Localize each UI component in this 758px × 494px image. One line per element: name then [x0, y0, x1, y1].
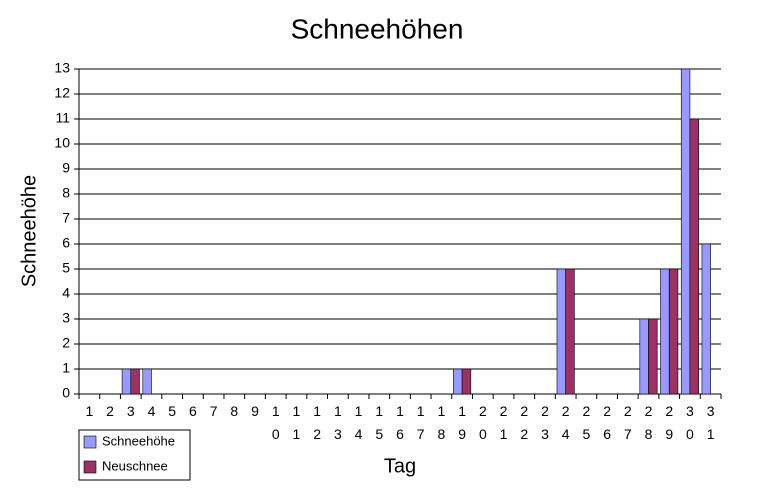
- y-tick-label: 12: [54, 85, 70, 101]
- bar: [701, 243, 711, 395]
- x-tick-label: 3: [127, 403, 135, 419]
- x-tick-label: 7: [210, 403, 218, 419]
- bar: [639, 318, 649, 395]
- y-tick-label: 9: [62, 160, 70, 176]
- x-tick-label: 4: [148, 403, 156, 419]
- legend-swatch: [83, 435, 97, 449]
- bar: [660, 268, 670, 395]
- y-tick-label: 3: [62, 310, 70, 326]
- bar: [680, 68, 691, 395]
- y-tick-label: 13: [54, 60, 70, 76]
- x-tick-label: 5: [168, 403, 176, 419]
- y-tick-label: 1: [62, 360, 70, 376]
- y-tick-label: 2: [62, 335, 70, 351]
- legend-label: Schneehöhe: [102, 433, 175, 448]
- bar: [556, 268, 566, 395]
- bar: [648, 318, 658, 395]
- legend: Schneehöhe Neuschnee: [78, 429, 191, 481]
- y-tick-label: 8: [62, 185, 70, 201]
- x-tick-label: 9: [251, 403, 259, 419]
- x-tick-label: 8: [230, 403, 238, 419]
- y-tick-label: 7: [62, 210, 70, 226]
- x-axis-title: Tag: [384, 455, 416, 477]
- legend-swatch: [83, 460, 97, 474]
- x-tick-label: 1: [85, 403, 93, 419]
- y-tick-label: 10: [54, 135, 70, 151]
- bar: [461, 368, 472, 395]
- y-tick-label: 4: [62, 285, 70, 301]
- x-tick-label: 2: [106, 403, 114, 419]
- bar: [142, 368, 152, 395]
- y-tick-label: 11: [55, 110, 70, 126]
- x-tick-label: 6: [189, 403, 197, 419]
- bar: [453, 368, 463, 395]
- legend-box: [78, 429, 191, 481]
- bar: [668, 268, 679, 395]
- bar: [130, 368, 140, 395]
- y-tick-label: 0: [62, 385, 70, 401]
- bar: [689, 118, 699, 395]
- y-tick-label: 5: [62, 260, 70, 276]
- y-tick-label: 6: [62, 235, 70, 251]
- bar: [565, 268, 575, 395]
- legend-label: Neuschnee: [102, 458, 168, 473]
- chart-title: Schneehöhen: [291, 13, 464, 44]
- bar: [121, 368, 132, 395]
- y-axis-title: Schneehöhe: [18, 175, 40, 287]
